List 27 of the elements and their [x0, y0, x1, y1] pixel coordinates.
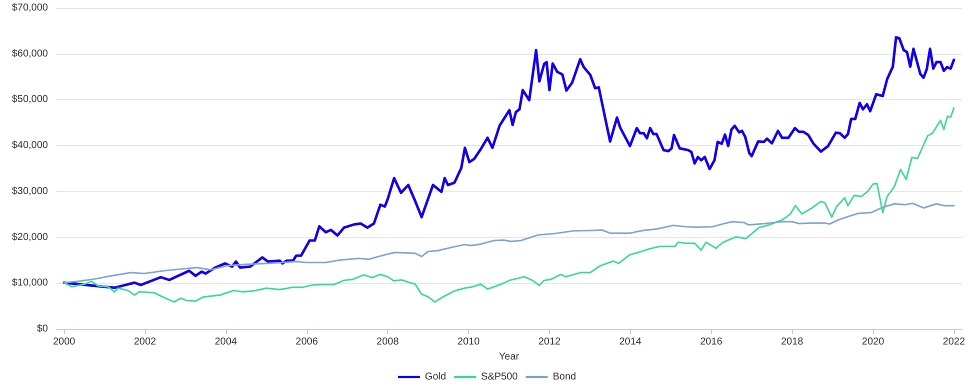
- x-tick-label: 2006: [296, 336, 318, 348]
- x-tick-label: 2004: [214, 336, 238, 348]
- line-series: [62, 36, 956, 290]
- legend-label: Bond: [552, 372, 576, 382]
- legend-label: Gold: [424, 372, 446, 382]
- y-tick-label: $50,000: [12, 94, 48, 106]
- x-axis-title: Year: [498, 351, 520, 362]
- x-tick-label: 2014: [619, 336, 642, 348]
- y-tick-label: $60,000: [12, 48, 48, 60]
- legend-label: S&P500: [481, 372, 518, 382]
- x-tick-label: 2000: [52, 336, 76, 348]
- y-tick-label: $40,000: [12, 140, 48, 152]
- y-tick-label: $30,000: [12, 186, 48, 197]
- x-tick-label: 2010: [457, 336, 480, 348]
- line-series: [63, 202, 955, 284]
- y-tick-label: $0: [36, 324, 48, 334]
- x-tick-label: 2022: [942, 336, 966, 348]
- y-tick-label: $10,000: [12, 278, 48, 289]
- line-series: [63, 107, 955, 303]
- x-tick-label: 2012: [538, 336, 562, 348]
- y-tick-label: $70,000: [12, 2, 48, 14]
- x-tick-label: 2016: [700, 336, 723, 348]
- y-tick-label: $20,000: [12, 232, 48, 243]
- x-tick-label: 2018: [781, 336, 804, 348]
- x-tick-label: 2008: [376, 336, 400, 348]
- x-tick-label: 2020: [862, 336, 885, 348]
- x-tick-label: 2002: [134, 336, 157, 348]
